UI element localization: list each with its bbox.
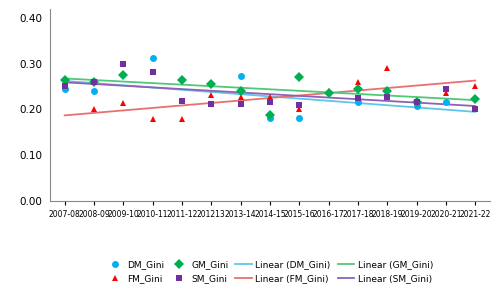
Legend: DM_Gini, FM_Gini, GM_Gini, SM_Gini, Linear (DM_Gini), Linear (FM_Gini), Linear (: DM_Gini, FM_Gini, GM_Gini, SM_Gini, Line… bbox=[105, 259, 435, 285]
